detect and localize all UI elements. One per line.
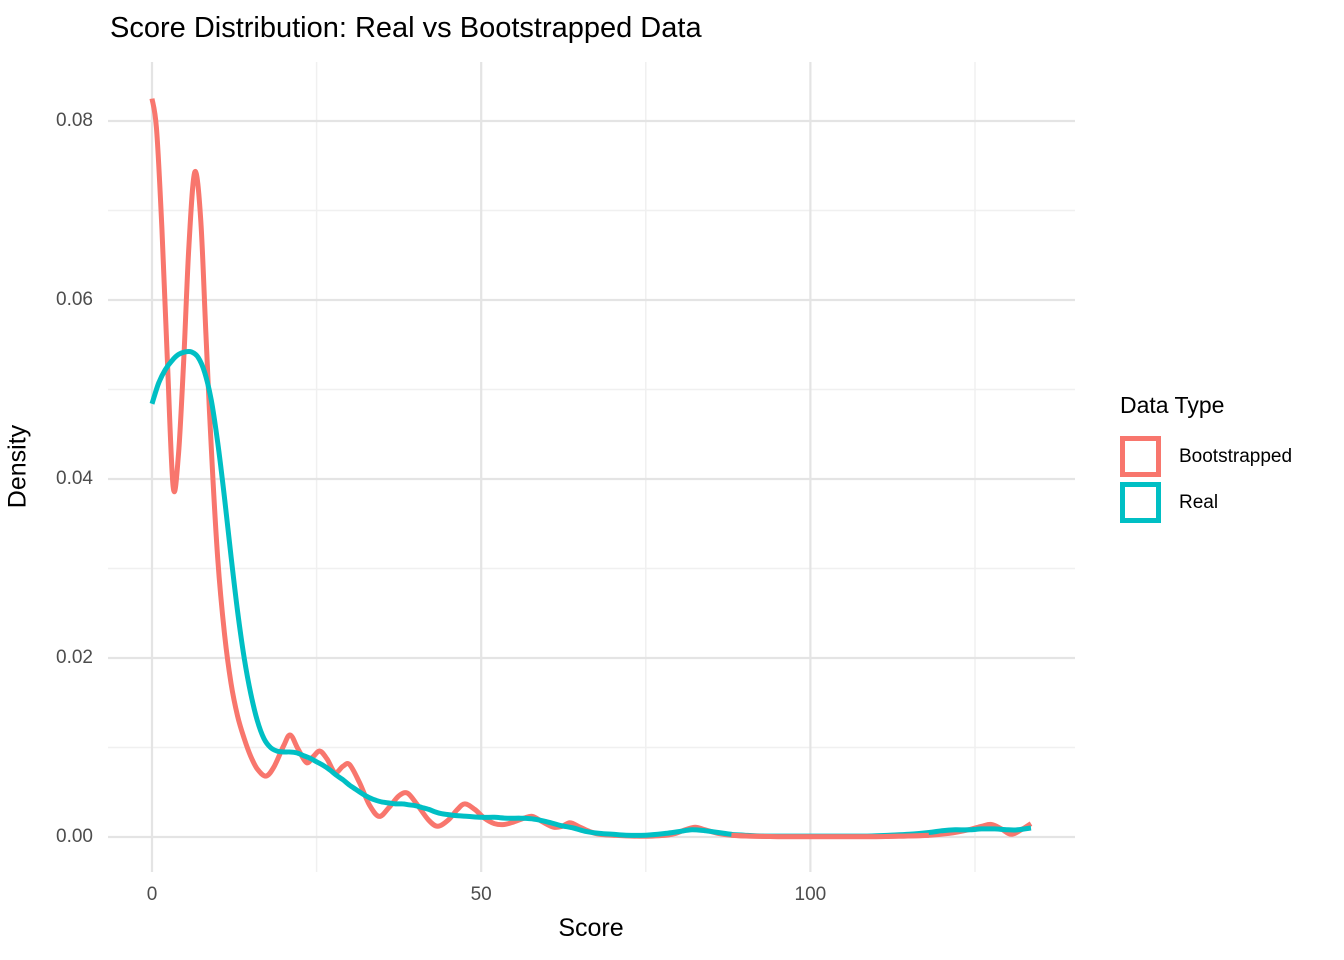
legend-swatch-icon: [1120, 436, 1161, 477]
y-tick-label: 0.00: [56, 826, 93, 847]
legend-swatch-icon: [1120, 482, 1161, 523]
y-tick-label: 0.04: [56, 468, 93, 489]
legend-entry-real: Real: [1120, 482, 1292, 523]
gridlines-minor: [108, 62, 1075, 872]
x-tick-label: 100: [794, 884, 827, 905]
y-tick-label: 0.02: [56, 647, 93, 668]
density-curve-real: [149, 348, 1032, 839]
legend-entries: Bootstrapped Real: [1120, 436, 1292, 523]
legend-entry-bootstrapped: Bootstrapped: [1120, 436, 1292, 477]
gridlines-major: [108, 62, 1075, 872]
plot-title: Score Distribution: Real vs Bootstrapped…: [110, 12, 702, 44]
x-axis-title: Score: [558, 914, 624, 942]
legend-label: Real: [1179, 491, 1219, 513]
density-curve-bootstrapped: [149, 98, 1033, 840]
density-curves: [149, 98, 1033, 840]
legend-title: Data Type: [1120, 392, 1225, 418]
y-tick-label: 0.06: [56, 289, 93, 310]
x-tick-label: 0: [146, 884, 158, 905]
density-curve-bootstrapped-tail: [731, 832, 930, 840]
legend-label: Bootstrapped: [1179, 445, 1293, 467]
y-tick-label: 0.08: [56, 110, 93, 131]
legend: Data Type Bootstrapped Real: [1120, 392, 1292, 528]
y-axis-title: Density: [3, 424, 32, 509]
x-tick-label: 50: [470, 884, 492, 905]
